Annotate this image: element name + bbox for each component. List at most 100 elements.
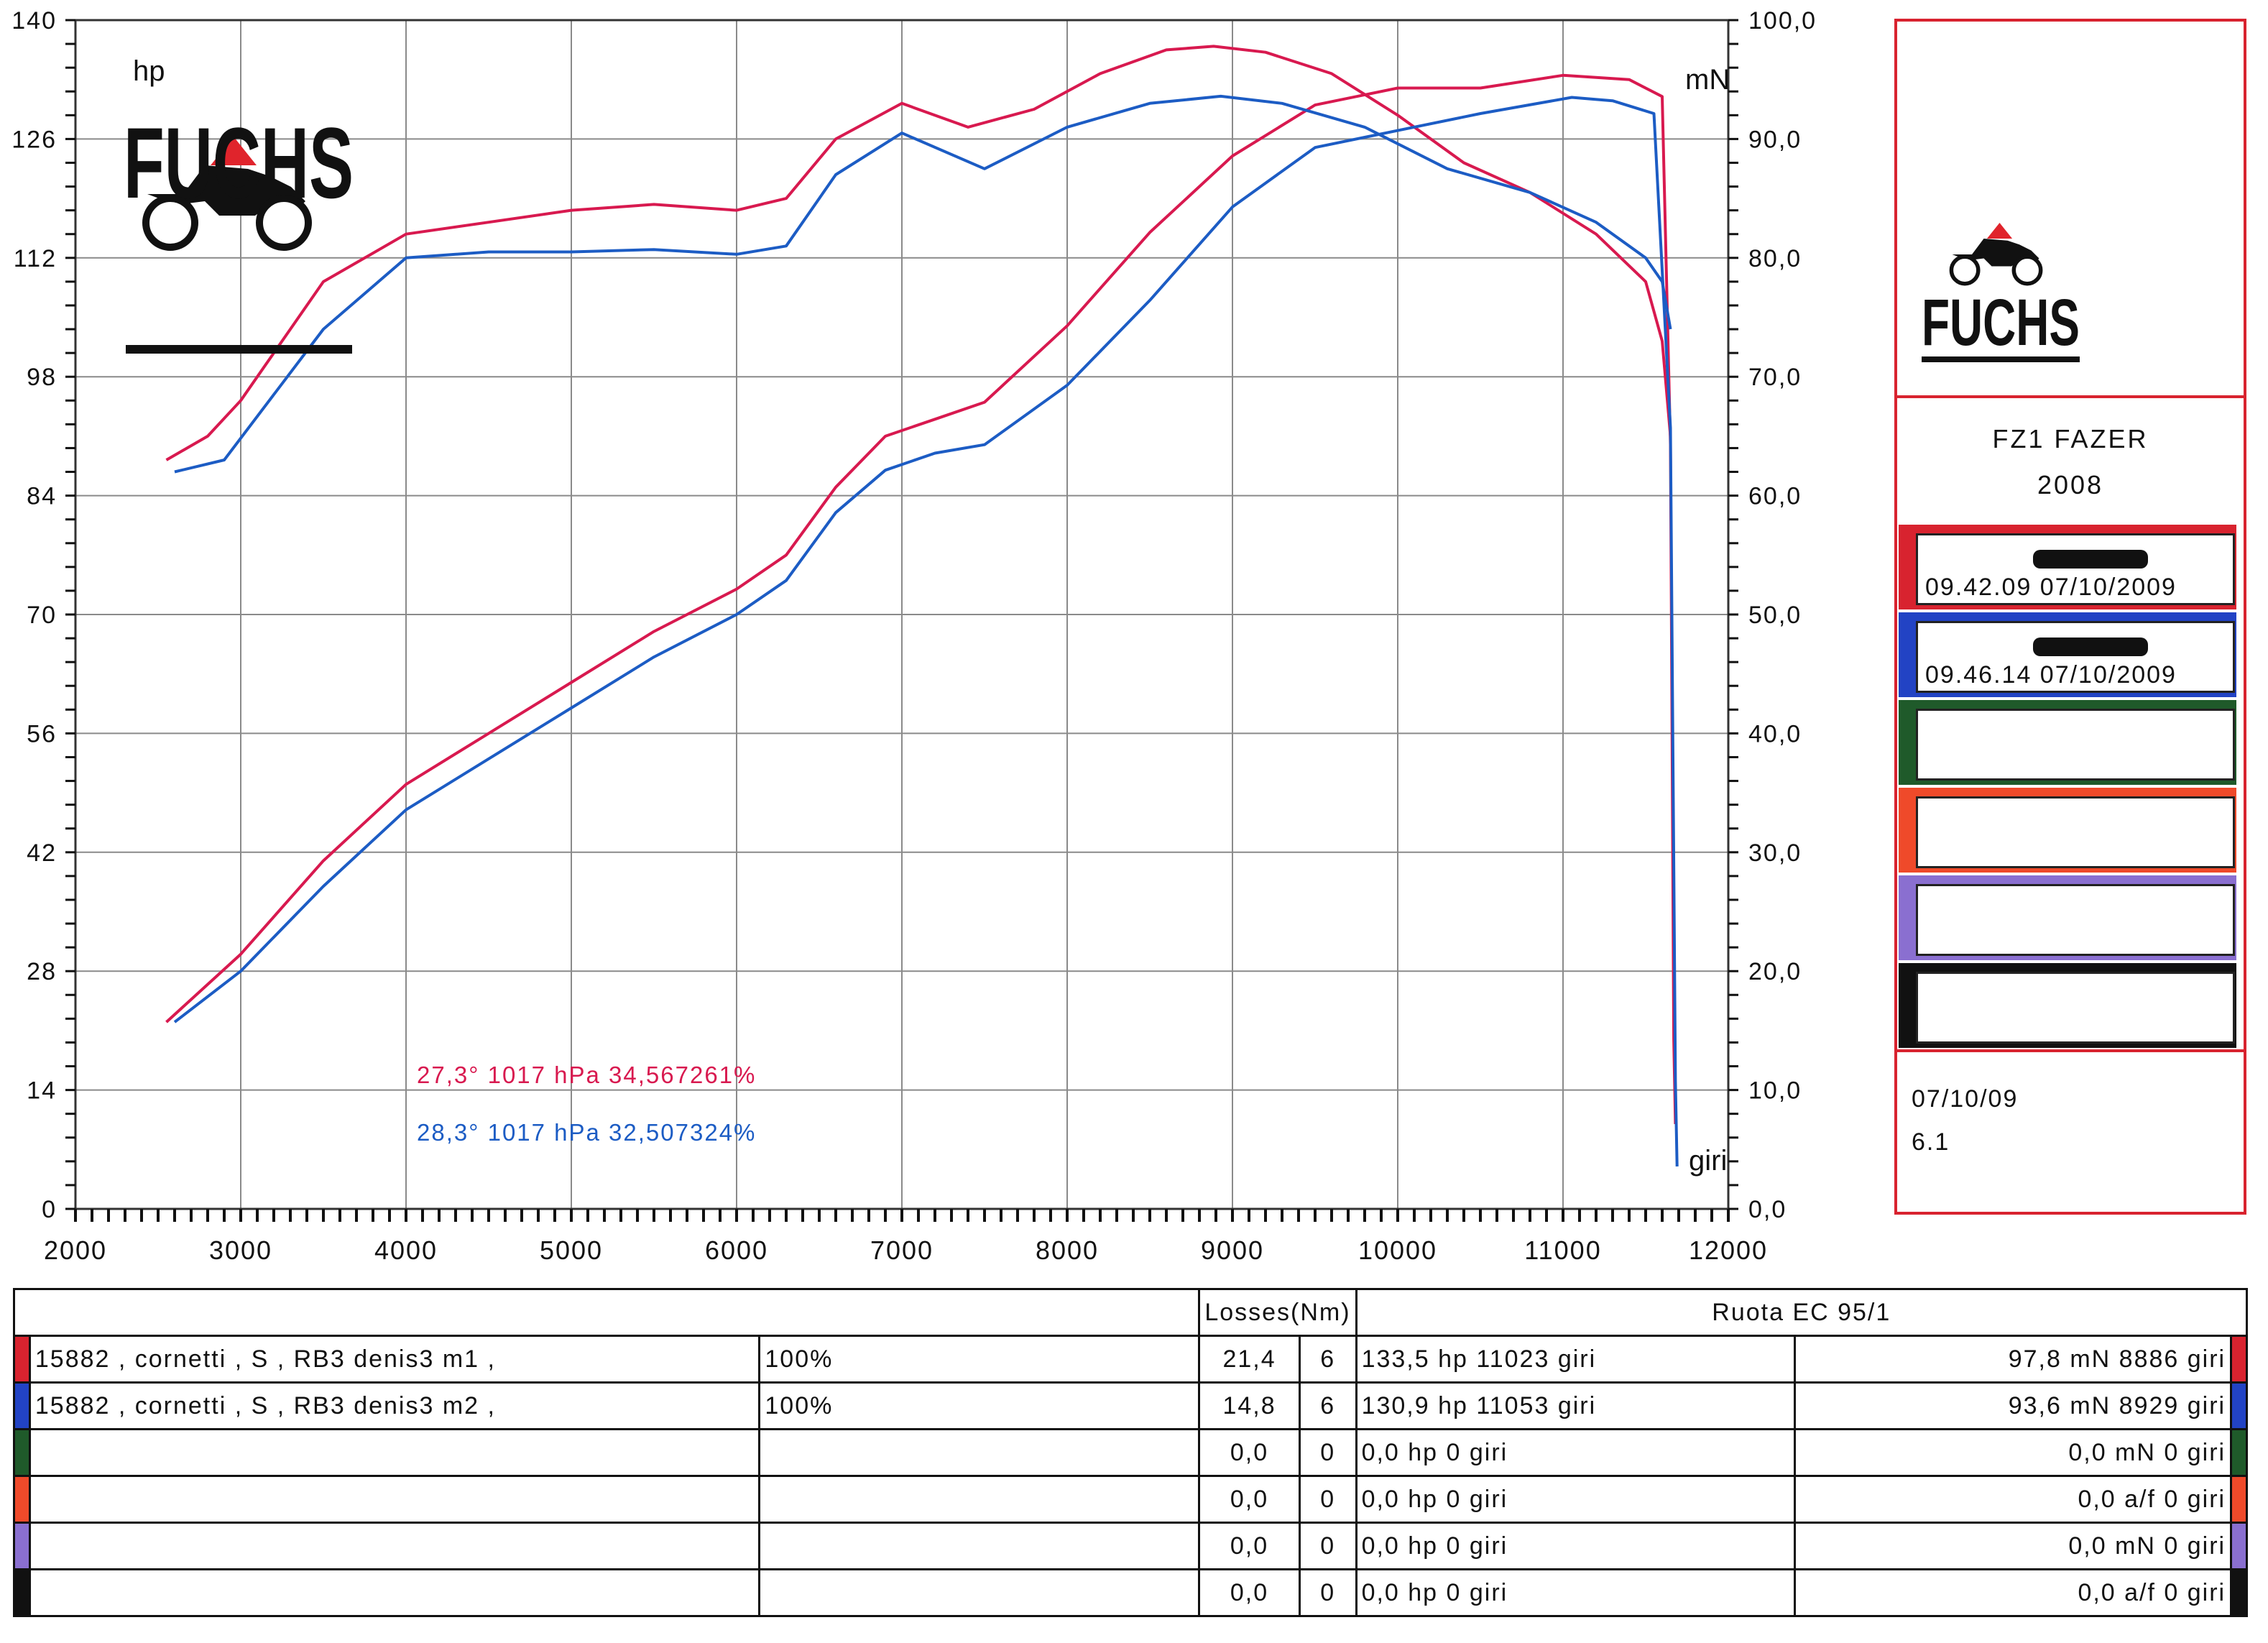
y-left-tick-label: 14 xyxy=(27,1077,57,1105)
x-tick-label: 4000 xyxy=(374,1235,438,1265)
fuchs-small-logo: FUCHS xyxy=(1922,223,2080,362)
row-color-swatch xyxy=(13,1475,31,1524)
table-row: 0,0 0 0,0 hp 0 giri 0,0 a/f 0 giri xyxy=(13,1475,2248,1524)
run-slot-inner xyxy=(1916,884,2235,956)
y-right-tick-label: 50,0 xyxy=(1748,602,1802,629)
row-description: 15882 , cornetti , S , RB3 denis3 m1 , xyxy=(28,1335,761,1384)
row-loss: 0,0 xyxy=(1198,1428,1301,1477)
row-max-torque: 0,0 a/f 0 giri xyxy=(1794,1568,2233,1617)
run-timestamp: 09.42.09 07/10/2009 xyxy=(1925,574,2177,601)
row-color-swatch-right xyxy=(2230,1428,2248,1477)
row-max-torque: 97,8 mN 8886 giri xyxy=(1794,1335,2233,1384)
row-color-swatch xyxy=(13,1522,31,1570)
x-tick-label: 12000 xyxy=(1689,1235,1768,1265)
y-right-tick-label: 100,0 xyxy=(1748,7,1817,34)
run-slot: 09.46.14 07/10/2009 xyxy=(1899,612,2236,697)
row-percent xyxy=(758,1568,1201,1617)
row-description: 15882 , cornetti , S , RB3 denis3 m2 , xyxy=(28,1381,761,1430)
bike-model: FZ1 FAZER xyxy=(1992,424,2149,454)
row-color-swatch-right xyxy=(2230,1335,2248,1384)
y-right-tick-label: 0,0 xyxy=(1748,1196,1787,1223)
y-right-tick-label: 10,0 xyxy=(1748,1077,1802,1105)
row-loss: 14,8 xyxy=(1198,1381,1301,1430)
table-row: 0,0 0 0,0 hp 0 giri 0,0 a/f 0 giri xyxy=(13,1568,2248,1617)
y-left-tick-label: 112 xyxy=(14,245,57,272)
row-description xyxy=(28,1428,761,1477)
panel-logo: FUCHS xyxy=(1897,22,2244,395)
results-table: Losses(Nm) Ruota EC 95/1 15882 , cornett… xyxy=(12,1288,2249,1617)
y-left-tick-label: 84 xyxy=(27,483,57,510)
y-left-tick-label: 98 xyxy=(27,364,57,391)
row-color-swatch-right xyxy=(2230,1522,2248,1570)
row-loss: 0,0 xyxy=(1198,1475,1301,1524)
row-color-swatch xyxy=(13,1335,31,1384)
fuchs-logo-text: FUCHS xyxy=(124,106,354,219)
x-tick-label: 3000 xyxy=(209,1235,272,1265)
run-slot xyxy=(1899,963,2236,1048)
row-max-power: 0,0 hp 0 giri xyxy=(1355,1522,1797,1570)
row-loss-count: 6 xyxy=(1298,1381,1357,1430)
x-tick-label: 9000 xyxy=(1201,1235,1264,1265)
row-percent: 100% xyxy=(758,1381,1201,1430)
redacted-name xyxy=(2033,550,2148,569)
row-max-power: 0,0 hp 0 giri xyxy=(1355,1475,1797,1524)
y-right-tick-label: 20,0 xyxy=(1748,958,1802,985)
losses-header: Losses(Nm) xyxy=(1198,1288,1357,1337)
software-version: 6.1 xyxy=(1912,1128,1950,1156)
conditions-run1: 27,3° 1017 hPa 34,567261% xyxy=(417,1062,756,1088)
chart-series xyxy=(165,45,1679,1166)
run-info-panel: FUCHS FZ1 FAZER 2008 09.42.09 07/10/2009… xyxy=(1894,19,2246,1215)
y-right-tick-label: 80,0 xyxy=(1748,245,1802,272)
x-tick-label: 7000 xyxy=(870,1235,934,1265)
run-slot-inner: 09.46.14 07/10/2009 xyxy=(1916,621,2235,693)
report-date: 07/10/09 xyxy=(1912,1085,2019,1113)
run-slot-inner xyxy=(1916,796,2235,868)
table-row: 15882 , cornetti , S , RB3 denis3 m1 , 10… xyxy=(13,1335,2248,1384)
x-tick-label: 8000 xyxy=(1036,1235,1099,1265)
x-tick-label: 11000 xyxy=(1524,1235,1601,1265)
run-slot-inner: 09.42.09 07/10/2009 xyxy=(1916,533,2235,605)
row-max-torque: 0,0 mN 0 giri xyxy=(1794,1428,2233,1477)
row-loss-count: 0 xyxy=(1298,1475,1357,1524)
row-color-swatch-right xyxy=(2230,1475,2248,1524)
conditions-run2: 28,3° 1017 hPa 32,507324% xyxy=(417,1119,756,1146)
row-max-torque: 0,0 a/f 0 giri xyxy=(1794,1475,2233,1524)
y-left-tick-label: 42 xyxy=(27,839,57,867)
row-loss-count: 0 xyxy=(1298,1522,1357,1570)
y-right-tick-label: 40,0 xyxy=(1748,720,1802,747)
y-right-tick-label: 70,0 xyxy=(1748,364,1802,391)
row-description xyxy=(28,1568,761,1617)
row-max-power: 0,0 hp 0 giri xyxy=(1355,1568,1797,1617)
row-loss: 21,4 xyxy=(1198,1335,1301,1384)
row-description xyxy=(28,1522,761,1570)
table-header-row: Losses(Nm) Ruota EC 95/1 xyxy=(12,1288,2249,1337)
y-left-tick-label: 56 xyxy=(27,720,57,747)
run-timestamp: 09.46.14 07/10/2009 xyxy=(1925,661,2177,689)
run-slot-inner xyxy=(1916,709,2235,781)
chart-axes: 2000 3000 4000 5000 6000 7000 8000 9000 10000 110… xyxy=(11,7,1817,1265)
x-tick-label: 5000 xyxy=(540,1235,603,1265)
fuchs-small-logo-text: FUCHS xyxy=(1922,286,2080,359)
row-color-swatch-right xyxy=(2230,1381,2248,1430)
row-percent: 100% xyxy=(758,1335,1201,1384)
row-loss: 0,0 xyxy=(1198,1568,1301,1617)
y-left-tick-label: 140 xyxy=(11,7,57,34)
row-description xyxy=(28,1475,761,1524)
run-slot xyxy=(1899,875,2236,960)
run-slot-inner xyxy=(1916,972,2235,1044)
y-left-tick-label: 126 xyxy=(11,126,57,153)
row-max-power: 133,5 hp 11023 giri xyxy=(1355,1335,1797,1384)
fuchs-logo xyxy=(126,137,352,354)
row-loss-count: 0 xyxy=(1298,1568,1357,1617)
row-max-torque: 93,6 mN 8929 giri xyxy=(1794,1381,2233,1430)
series-m2-power xyxy=(173,96,1679,1166)
row-color-swatch-right xyxy=(2230,1568,2248,1617)
series-m1-power xyxy=(165,73,1677,1124)
bike-year: 2008 xyxy=(2037,470,2104,500)
x-axis-label: giri xyxy=(1689,1145,1727,1177)
x-tick-label: 2000 xyxy=(44,1235,107,1265)
row-max-power: 0,0 hp 0 giri xyxy=(1355,1428,1797,1477)
y-right-tick-label: 30,0 xyxy=(1748,839,1802,867)
table-row: 0,0 0 0,0 hp 0 giri 0,0 mN 0 giri xyxy=(13,1522,2248,1570)
series-m1-torque xyxy=(165,45,1672,461)
